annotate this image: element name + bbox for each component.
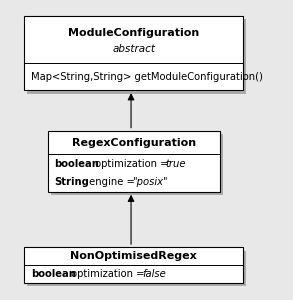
Bar [27,19,246,94]
Bar [24,247,243,283]
Bar [51,134,223,195]
Text: NonOptimisedRegex: NonOptimisedRegex [70,251,197,261]
Text: abstract: abstract [112,44,155,54]
Text: optimization =: optimization = [91,159,171,169]
Text: "posix": "posix" [132,178,168,188]
Text: boolean: boolean [54,159,99,169]
Text: false: false [142,269,166,279]
Text: ModuleConfiguration: ModuleConfiguration [68,28,199,38]
Text: optimization =: optimization = [68,269,148,279]
Bar [27,250,246,286]
Text: true: true [166,159,186,169]
Bar [24,16,243,90]
Text: RegexConfiguration: RegexConfiguration [71,137,196,148]
Bar [48,130,220,192]
Text: String: String [54,178,89,188]
Text: Map<String,String> getModuleConfiguration(): Map<String,String> getModuleConfiguratio… [31,72,263,82]
Text: boolean: boolean [31,269,76,279]
Text: engine =: engine = [86,178,138,188]
